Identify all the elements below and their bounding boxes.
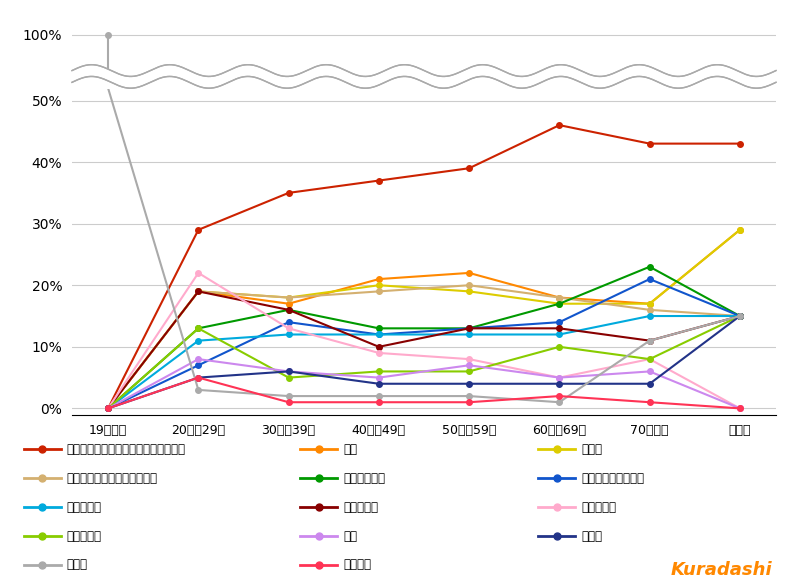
Text: 米・雑穀: 米・雑穀 <box>343 559 371 572</box>
Text: 卵・乳製品: 卵・乳製品 <box>582 500 616 514</box>
Text: 麺類: 麺類 <box>343 530 357 543</box>
Text: お菓子: お菓子 <box>582 443 602 456</box>
Text: 野菜・果物: 野菜・果物 <box>343 500 378 514</box>
Text: パン: パン <box>343 443 357 456</box>
Text: インスタント・レトルト食品: インスタント・レトルト食品 <box>66 472 158 485</box>
Text: 缶詰・瓶詰: 缶詰・瓶詰 <box>66 530 102 543</box>
Text: 肉・肉加工品: 肉・肉加工品 <box>343 472 385 485</box>
Text: 調味料: 調味料 <box>582 530 602 543</box>
Text: 水産物・水産加工品: 水産物・水産加工品 <box>582 472 644 485</box>
Text: Kuradashi: Kuradashi <box>670 561 772 579</box>
Text: お酒・飲料: お酒・飲料 <box>66 500 102 514</box>
Text: 購入を控えるようになったものはない: 購入を控えるようになったものはない <box>66 443 186 456</box>
Text: その他: その他 <box>66 559 88 572</box>
